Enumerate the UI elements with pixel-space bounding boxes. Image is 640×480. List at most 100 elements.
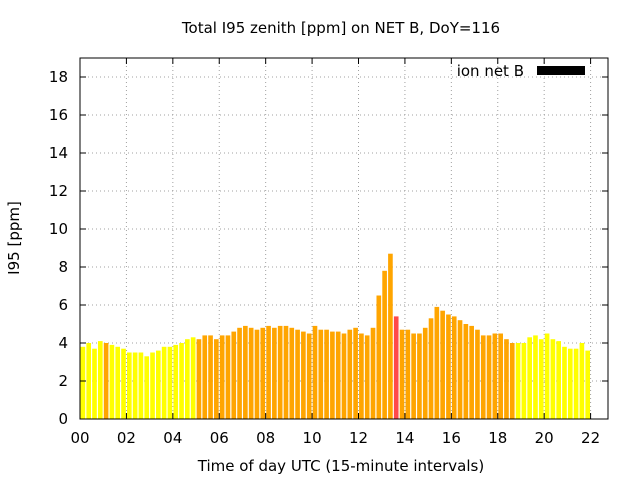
bar-50: [370, 327, 376, 419]
bar-7: [121, 348, 126, 419]
bar-46: [347, 329, 353, 419]
bar-14: [161, 346, 167, 419]
bar-42: [324, 329, 329, 419]
bar-31: [260, 327, 266, 419]
x-tick-label: 00: [70, 429, 89, 447]
x-tick-label: 18: [488, 429, 507, 447]
x-tick-label: 20: [535, 429, 554, 447]
x-tick-label: 04: [163, 429, 182, 447]
bar-8: [127, 352, 132, 419]
chart-title: Total I95 zenith [ppm] on NET B, DoY=116: [181, 19, 500, 37]
bar-52: [382, 270, 387, 419]
bar-24: [219, 335, 225, 419]
bar-69: [480, 335, 486, 419]
bar-27: [237, 327, 242, 419]
legend: ion net B: [457, 62, 585, 80]
bar-62: [440, 310, 445, 419]
x-axis-ticks: 00 02 04 06 08 10 12 14 16 18 20 22: [70, 58, 600, 447]
bar-29: [248, 327, 254, 419]
bar-61: [434, 306, 440, 419]
bar-77: [527, 337, 532, 419]
bar-55: [399, 329, 405, 419]
bar-51: [376, 295, 382, 419]
y-tick-label: 18: [49, 68, 68, 86]
bar-6: [115, 346, 121, 419]
x-tick-label: 06: [210, 429, 229, 447]
bar-18: [185, 339, 190, 419]
bar-36: [289, 327, 295, 419]
y-tick-label: 12: [49, 182, 68, 200]
bar-79: [538, 339, 544, 419]
bar-59: [422, 327, 428, 419]
bar-19: [190, 337, 196, 419]
bar-57: [411, 333, 416, 419]
bar-68: [475, 329, 480, 419]
bar-45: [341, 333, 347, 419]
bar-74: [509, 343, 515, 419]
bar-33: [272, 327, 277, 419]
bar-26: [231, 331, 237, 419]
x-tick-label: 16: [442, 429, 461, 447]
bar-40: [312, 325, 318, 419]
bar-4: [103, 343, 109, 419]
bar-34: [277, 325, 283, 419]
bar-78: [533, 335, 538, 419]
bar-38: [301, 331, 306, 419]
y-tick-label: 2: [58, 372, 68, 390]
bar-17: [179, 343, 184, 419]
bar-82: [556, 341, 561, 419]
bar-5: [109, 344, 115, 419]
bar-86: [579, 343, 585, 419]
x-axis-label: Time of day UTC (15-minute intervals): [197, 457, 484, 475]
bar-75: [515, 343, 521, 419]
bar-44: [335, 331, 341, 419]
bar-85: [573, 348, 579, 419]
legend-swatch: [537, 66, 585, 75]
bar-28: [243, 325, 248, 419]
bar-30: [254, 329, 260, 419]
bar-49: [364, 335, 370, 419]
bar-87: [585, 350, 591, 419]
bar-9: [132, 352, 138, 419]
bar-48: [359, 333, 364, 419]
y-tick-label: 10: [49, 220, 68, 238]
x-tick-label: 10: [303, 429, 322, 447]
bar-47: [353, 327, 358, 419]
x-tick-label: 12: [349, 429, 368, 447]
bar-25: [225, 335, 231, 419]
bar-22: [208, 335, 213, 419]
bar-10: [138, 352, 144, 419]
bar-41: [318, 329, 324, 419]
bar-84: [567, 348, 573, 419]
x-tick-label: 08: [256, 429, 275, 447]
y-tick-label: 6: [58, 296, 68, 314]
bar-39: [306, 333, 312, 419]
bar-1: [86, 343, 92, 419]
y-tick-label: 8: [58, 258, 68, 276]
bar-58: [417, 333, 422, 419]
bar-56: [405, 329, 411, 419]
bars: [80, 253, 591, 419]
y-axis-label: I95 [ppm]: [5, 201, 23, 275]
bar-20: [196, 339, 202, 419]
bar-54: [393, 316, 399, 419]
bar-63: [446, 314, 451, 419]
bar-13: [156, 350, 161, 419]
y-tick-label: 14: [49, 144, 68, 162]
bar-16: [173, 344, 179, 419]
bar-35: [283, 325, 289, 419]
x-tick-label: 22: [581, 429, 600, 447]
bar-60: [428, 318, 434, 419]
bar-15: [167, 346, 173, 419]
bar-73: [504, 339, 509, 419]
bar-11: [144, 356, 150, 419]
bar-3: [97, 341, 103, 419]
bar-80: [544, 333, 550, 419]
bar-21: [202, 335, 208, 419]
bar-32: [266, 325, 271, 419]
bar-65: [457, 320, 463, 419]
bar-70: [486, 335, 492, 419]
bar-66: [463, 324, 469, 419]
bar-76: [521, 343, 527, 419]
